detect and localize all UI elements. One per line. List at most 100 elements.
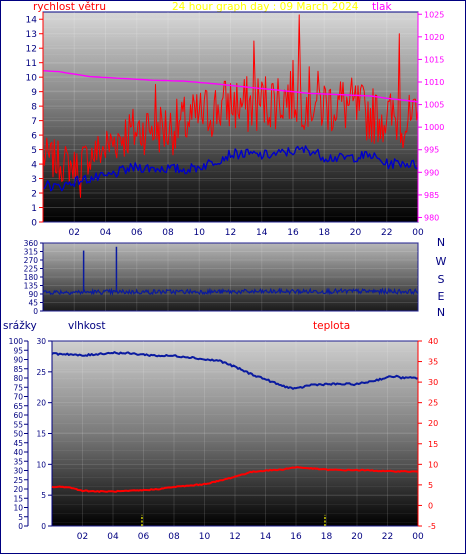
humidity-chart-x-axis: 02 04 06 08 10 12 14 16 18 20 22 00	[77, 532, 424, 542]
rain-tick-label: 20	[13, 485, 23, 494]
direction-chart-series	[42, 246, 419, 296]
humidity-x-tick-label: 02	[77, 532, 88, 542]
pressure-tick-label: 1005	[424, 101, 444, 110]
wind-tick-label: 6	[31, 132, 37, 142]
wind-average-line	[42, 145, 419, 192]
direction-tick-label: 315	[24, 248, 39, 257]
direction-tick-label: 45	[28, 299, 38, 308]
humidity-x-tick-label: 16	[290, 532, 302, 542]
temperature-axis: -5 0 5 10 15 20 25 30 35 40	[417, 337, 438, 531]
wind-tick-label: 5	[31, 146, 37, 156]
pressure-tick-label: 985	[424, 191, 439, 200]
wind-x-tick-label: 10	[194, 228, 206, 238]
temperature-tick-label: 0	[428, 501, 433, 510]
humidity-x-tick-label: 20	[351, 532, 363, 542]
rain-tick-label: 35	[13, 457, 23, 466]
humidity-x-tick-label: 04	[107, 532, 119, 542]
humidity-tick-label: 10	[36, 460, 46, 469]
wind-x-tick-label: 02	[69, 228, 80, 238]
rain-tick-label: 85	[13, 365, 23, 374]
humidity-x-tick-label: 22	[382, 532, 393, 542]
temperature-tick-label: -5	[428, 522, 436, 531]
rain-tick-label: 50	[13, 430, 23, 439]
humidity-chart-bands	[52, 341, 418, 526]
humidity-chart-series	[51, 351, 419, 526]
rain-tick-label: 55	[13, 420, 23, 429]
rain-tick-label: 15	[13, 494, 23, 503]
temperature-tick-label: 15	[428, 440, 438, 449]
humidity-x-tick-label: 08	[168, 532, 180, 542]
rain-tick-label: 90	[13, 356, 23, 365]
wind-x-tick-label: 04	[100, 228, 112, 238]
compass-letter: S	[438, 273, 445, 286]
rain-tick-label: 95	[13, 346, 23, 355]
wind-tick-label: 14	[26, 16, 38, 26]
wind-tick-label: 7	[31, 117, 37, 127]
wind-tick-label: 11	[26, 59, 37, 69]
rain-tick-label: 40	[13, 448, 23, 457]
direction-chart-grid	[43, 242, 419, 312]
direction-tick-label: 180	[24, 273, 39, 282]
wind-tick-label: 4	[31, 161, 37, 171]
wind-x-tick-label: 22	[381, 228, 392, 238]
rain-tick-label: 65	[13, 402, 23, 411]
wind-speed-line	[42, 14, 419, 198]
wind-direction-line	[42, 287, 419, 296]
temperature-tick-label: 35	[428, 358, 438, 367]
rain-tick-label: 45	[13, 439, 23, 448]
temperature-tick-label: 5	[428, 481, 433, 490]
humidity-line	[51, 351, 419, 390]
wind-x-tick-label: 18	[319, 228, 331, 238]
humidity-x-tick-label: 06	[138, 532, 150, 542]
pressure-tick-label: 1000	[424, 123, 444, 132]
humidity-axis: 0 5 10 15 20 25 30	[36, 337, 52, 531]
direction-tick-label: 360	[24, 239, 39, 248]
wind-x-tick-label: 20	[350, 228, 362, 238]
temperature-label: teplota	[313, 320, 350, 332]
humidity-x-tick-label: 18	[321, 532, 333, 542]
wind-tick-label: 9	[31, 88, 37, 98]
wind-x-tick-label: 08	[162, 228, 174, 238]
wind-tick-label: 8	[31, 103, 37, 113]
rain-label: srážky	[3, 320, 37, 332]
wind-tick-label: 12	[26, 45, 37, 55]
humidity-label: vlhkost	[68, 320, 106, 332]
direction-tick-label: 90	[28, 290, 38, 299]
pressure-axis: 980 985 990 995 1000 1005 1010 1015 1020 1025	[417, 10, 444, 222]
humidity-tick-label: 30	[36, 337, 46, 346]
pressure-line	[42, 70, 419, 103]
direction-tick-label: 225	[24, 265, 39, 274]
pressure-tick-label: 1025	[424, 10, 444, 19]
humidity-x-tick-label: 10	[199, 532, 211, 542]
rain-tick-label: 75	[13, 383, 23, 392]
humidity-x-tick-label: 00	[412, 532, 424, 542]
wind-chart-series	[42, 14, 419, 198]
rain-tick-label: 60	[13, 411, 23, 420]
temperature-tick-label: 25	[428, 399, 438, 408]
direction-chart-background	[43, 243, 418, 311]
humidity-tick-label: 25	[36, 368, 46, 377]
wind-tick-label: 13	[26, 30, 37, 40]
rain-tick-label: 80	[13, 374, 23, 383]
pressure-tick-label: 990	[424, 168, 439, 177]
wind-tick-label: 10	[26, 74, 38, 84]
humidity-x-tick-label: 14	[260, 532, 272, 542]
rain-tick-label: 70	[13, 393, 23, 402]
humidity-temperature-chart: 0510152025303540455055606570758085909510…	[9, 337, 439, 542]
pressure-tick-label: 1010	[424, 78, 444, 87]
rain-axis: 0510152025303540455055606570758085909510…	[9, 337, 29, 531]
direction-tick-label: 0	[33, 307, 38, 316]
rain-tick-label: 10	[13, 504, 23, 513]
wind-tick-label: 3	[31, 175, 37, 185]
temperature-tick-label: 10	[428, 460, 438, 469]
direction-tick-label: 270	[24, 256, 39, 265]
compass-letter: N	[437, 306, 445, 319]
rain-tick-label: 100	[9, 337, 24, 346]
humidity-tick-label: 20	[36, 399, 46, 408]
temperature-tick-label: 30	[428, 378, 438, 387]
